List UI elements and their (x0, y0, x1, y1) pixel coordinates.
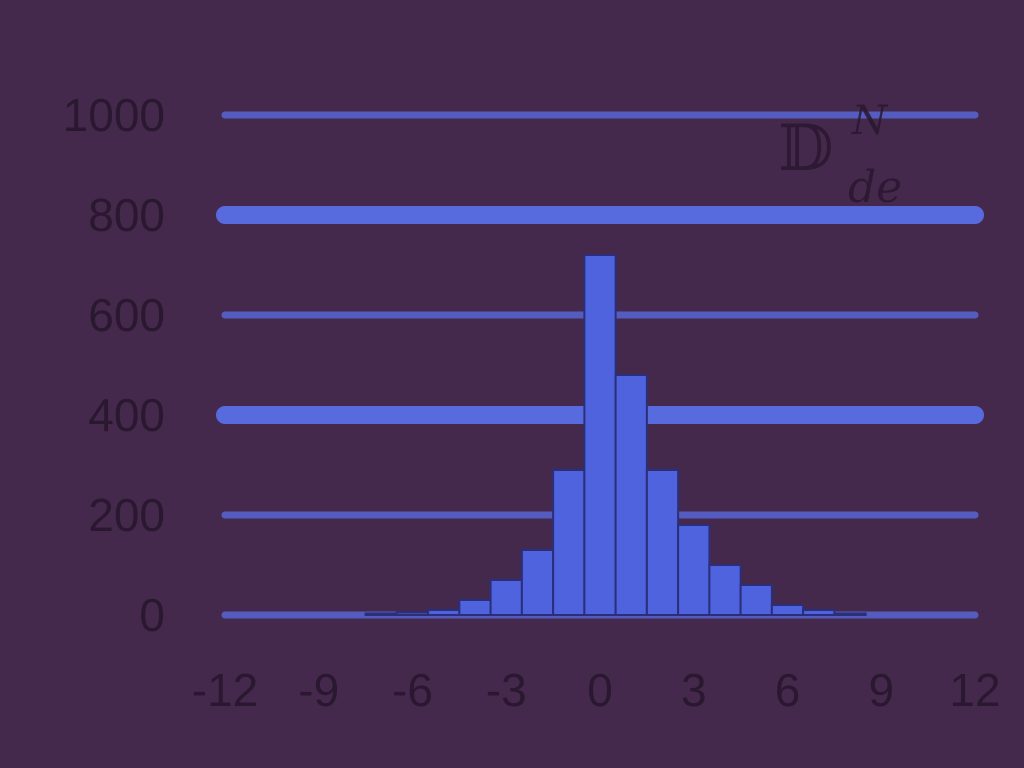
x-tick-label: 9 (868, 664, 894, 716)
histogram-bars (364, 254, 867, 616)
histogram-bar (395, 611, 430, 616)
histogram-bar (614, 374, 648, 616)
x-tick-label: -6 (392, 664, 433, 716)
x-tick-label: 3 (681, 664, 707, 716)
histogram-bar (802, 609, 836, 616)
y-axis-ticks: 0 200 400 600 800 1000 (63, 89, 165, 641)
histogram-bar (489, 579, 523, 616)
legend-symbol: 𝔻 (778, 112, 834, 186)
histogram-bar (427, 609, 461, 616)
histogram-bar (833, 612, 867, 616)
x-tick-label: -12 (192, 664, 258, 716)
x-tick-label: 0 (587, 664, 613, 716)
histogram-bar (770, 604, 805, 616)
histogram-bar (645, 469, 680, 616)
histogram-bar (364, 612, 398, 616)
histogram-bar (708, 564, 742, 616)
y-tick-label: 600 (88, 289, 165, 341)
histogram-bar (552, 469, 586, 616)
y-tick-label: 800 (88, 189, 165, 241)
histogram-bar (739, 584, 773, 616)
x-tick-label: 6 (775, 664, 801, 716)
y-tick-label: 400 (88, 389, 165, 441)
histogram-bar (458, 599, 492, 616)
histogram-bar (583, 254, 617, 616)
y-tick-label: 0 (139, 589, 165, 641)
y-tick-label: 1000 (63, 89, 165, 141)
y-tick-label: 200 (88, 489, 165, 541)
legend-superscript: N (851, 98, 889, 144)
histogram-bar (677, 524, 711, 616)
legend: 𝔻 N de (778, 98, 902, 213)
x-axis-ticks: -12 -9 -6 -3 0 3 6 9 12 (192, 664, 1001, 716)
x-tick-label: -9 (298, 664, 339, 716)
legend-subscript: de (848, 162, 902, 213)
x-tick-label: -3 (486, 664, 527, 716)
x-tick-label: 12 (949, 664, 1000, 716)
histogram-bar (520, 549, 555, 616)
